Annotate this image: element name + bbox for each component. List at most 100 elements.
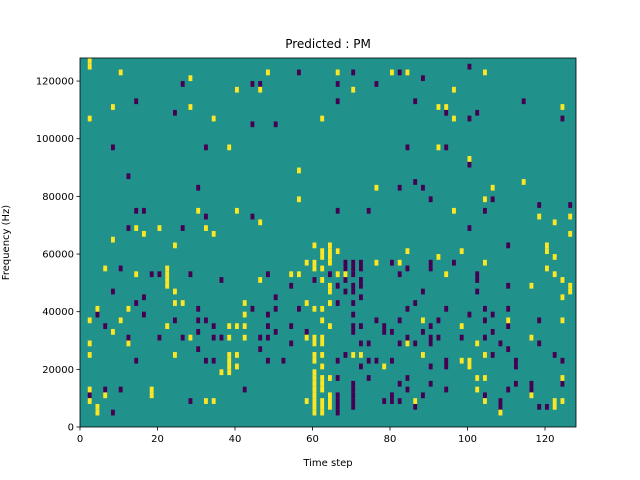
y-tick-label: 0 — [68, 423, 74, 434]
high-value-cell — [312, 398, 317, 404]
high-value-cell — [475, 386, 480, 393]
high-value-cell — [227, 144, 232, 151]
low-value-cell — [343, 265, 348, 272]
low-value-cell — [281, 357, 286, 364]
high-value-cell — [374, 259, 379, 266]
low-value-cell — [490, 352, 495, 358]
low-value-cell — [266, 311, 270, 318]
high-value-cell — [452, 207, 456, 214]
high-value-cell — [328, 282, 332, 289]
high-value-cell — [204, 398, 208, 404]
high-value-cell — [506, 317, 511, 324]
low-value-cell — [483, 334, 487, 341]
low-value-cell — [421, 75, 425, 82]
high-value-cell — [312, 265, 317, 272]
high-value-cell — [328, 392, 332, 399]
high-value-cell — [320, 334, 325, 341]
plot-area — [79, 57, 577, 428]
low-value-cell — [545, 403, 549, 410]
high-value-cell — [87, 317, 92, 324]
high-value-cell — [235, 352, 239, 358]
low-value-cell — [250, 213, 255, 220]
high-value-cell — [95, 305, 100, 312]
high-value-cell — [258, 86, 263, 93]
high-value-cell — [467, 156, 472, 162]
high-value-cell — [335, 69, 340, 76]
low-value-cell — [273, 328, 278, 335]
low-value-cell — [219, 334, 224, 341]
low-value-cell — [397, 184, 402, 191]
low-value-cell — [258, 346, 263, 353]
high-value-cell — [235, 86, 239, 93]
high-value-cell — [452, 115, 456, 122]
low-value-cell — [351, 288, 356, 295]
high-value-cell — [351, 352, 356, 358]
low-value-cell — [180, 225, 185, 231]
high-value-cell — [312, 352, 317, 358]
high-value-cell — [521, 179, 526, 185]
x-tick-label: 120 — [535, 434, 554, 445]
low-value-cell — [444, 357, 449, 364]
plot-frame — [79, 57, 577, 428]
low-value-cell — [421, 184, 425, 191]
low-value-cell — [351, 398, 356, 404]
low-value-cell — [537, 403, 542, 410]
low-value-cell — [351, 403, 356, 410]
low-value-cell — [328, 271, 332, 278]
high-value-cell — [118, 317, 123, 324]
low-value-cell — [444, 305, 449, 312]
low-value-cell — [428, 340, 433, 347]
high-value-cell — [328, 403, 332, 410]
high-value-cell — [227, 323, 232, 329]
y-tick-label: 80000 — [42, 192, 74, 203]
high-value-cell — [304, 398, 309, 404]
low-value-cell — [483, 392, 487, 399]
low-value-cell — [366, 375, 371, 381]
low-value-cell — [413, 179, 418, 185]
low-value-cell — [514, 363, 518, 370]
low-value-cell — [335, 98, 340, 105]
low-value-cell — [537, 340, 542, 347]
low-value-cell — [498, 403, 503, 410]
high-value-cell — [304, 334, 309, 341]
low-value-cell — [359, 363, 363, 370]
high-value-cell — [320, 277, 325, 283]
high-value-cell — [211, 115, 216, 122]
high-value-cell — [165, 282, 170, 289]
low-value-cell — [397, 271, 402, 278]
low-value-cell — [405, 334, 410, 341]
low-value-cell — [343, 352, 348, 358]
y-tick-label: 20000 — [42, 365, 74, 376]
high-value-cell — [320, 115, 325, 122]
low-value-cell — [382, 323, 387, 329]
high-value-cell — [312, 392, 317, 399]
high-value-cell — [87, 58, 92, 64]
high-value-cell — [242, 311, 247, 318]
high-value-cell — [297, 271, 301, 278]
low-value-cell — [289, 282, 294, 289]
high-value-cell — [405, 340, 410, 347]
low-value-cell — [421, 328, 425, 335]
low-value-cell — [266, 271, 270, 278]
low-value-cell — [428, 323, 433, 329]
high-value-cell — [95, 403, 100, 410]
high-value-cell — [452, 86, 456, 93]
low-value-cell — [428, 196, 433, 203]
high-value-cell — [568, 288, 573, 295]
high-value-cell — [149, 386, 154, 393]
low-value-cell — [134, 300, 139, 306]
high-value-cell — [111, 236, 115, 243]
high-value-cell — [390, 69, 394, 76]
high-value-cell — [328, 375, 332, 381]
low-value-cell — [436, 334, 441, 341]
low-value-cell — [211, 323, 216, 329]
low-value-cell — [343, 288, 348, 295]
high-value-cell — [320, 375, 325, 381]
high-value-cell — [320, 254, 325, 260]
low-value-cell — [297, 69, 301, 76]
low-value-cell — [405, 144, 410, 151]
low-value-cell — [351, 265, 356, 272]
high-value-cell — [134, 271, 139, 278]
low-value-cell — [529, 380, 534, 387]
low-value-cell — [219, 277, 224, 283]
